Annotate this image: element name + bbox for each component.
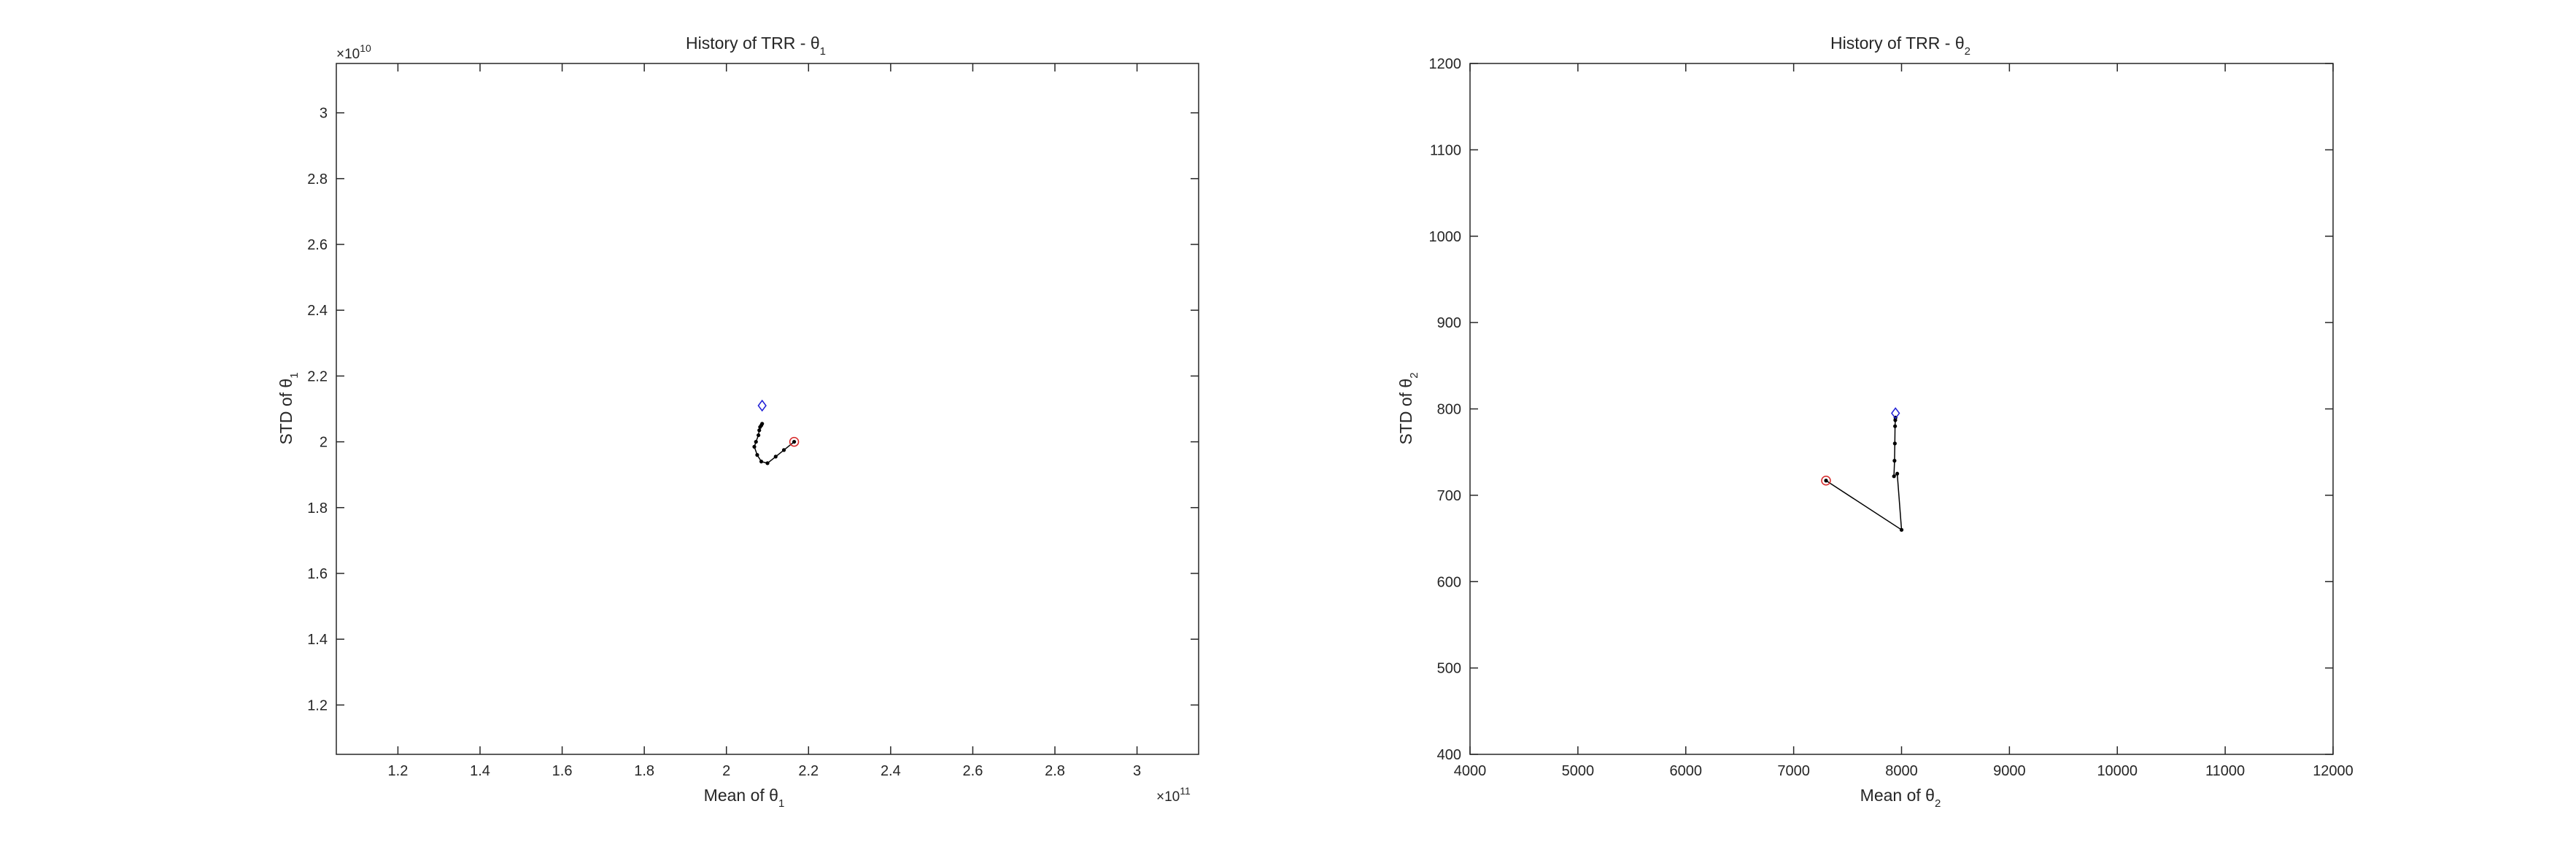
y-tick-label: 1200	[1429, 56, 1462, 72]
tick-marks	[1469, 63, 2334, 755]
axes-box	[1469, 63, 2334, 755]
y-multiplier: ×1010	[336, 42, 371, 62]
tick-marks	[336, 63, 1199, 754]
y-tick-label: 2.2	[307, 368, 328, 384]
history-point	[1899, 527, 1904, 532]
x-tick-labels: 4000 5000 6000 7000 8000 9000 10000 11000 12000	[1454, 763, 2353, 779]
x-tick-label: 2.6	[963, 763, 983, 779]
history-point	[759, 460, 764, 464]
history-point	[1892, 458, 1897, 463]
history-point	[1895, 471, 1900, 476]
x-tick-label: 2	[722, 763, 730, 779]
history-point	[754, 439, 758, 444]
y-tick-label: 1.4	[307, 632, 328, 648]
start-marker	[1821, 476, 1831, 486]
x-tick-label: 10000	[2097, 763, 2138, 779]
history-point	[757, 433, 761, 438]
history-point	[781, 448, 786, 452]
y-tick-label: 700	[1437, 488, 1461, 504]
y-tick-label: 1.8	[307, 500, 328, 517]
history-point	[757, 428, 762, 433]
history-point	[752, 444, 757, 449]
start-marker-dot	[792, 440, 796, 444]
x-tick-labels: 1.2 1.4 1.6 1.8 2 2.2 2.4 2.6 2.8 3	[388, 763, 1142, 779]
history-point	[1892, 441, 1897, 446]
x-axis-label: Mean of θ2	[1860, 786, 1941, 810]
chart-title: History of TRR - θ1	[686, 34, 826, 58]
x-tick-label: 1.6	[552, 763, 573, 779]
end-marker	[757, 399, 767, 412]
y-tick-label: 1000	[1429, 229, 1462, 245]
history-trace	[1825, 417, 1903, 531]
chart-title: History of TRR - θ2	[1830, 34, 1970, 58]
x-tick-label: 7000	[1777, 763, 1810, 779]
history-point	[773, 455, 778, 459]
x-tick-label: 1.8	[634, 763, 654, 779]
x-tick-label: 1.2	[388, 763, 409, 779]
chart-theta2: History of TRR - θ2 4000 5000 6000 7000 8000…	[1396, 34, 2353, 810]
x-tick-label: 2.4	[881, 763, 901, 779]
y-tick-label: 2.4	[307, 303, 328, 319]
start-marker	[789, 436, 800, 447]
plot-area	[752, 399, 800, 465]
y-tick-label: 400	[1437, 747, 1461, 763]
x-axis-label: Mean of θ1	[704, 786, 785, 810]
x-tick-label: 11000	[2205, 763, 2245, 779]
y-axis-label: STD of θ1	[276, 372, 301, 444]
x-tick-label: 4000	[1454, 763, 1487, 779]
y-tick-label: 1.6	[307, 566, 328, 582]
x-tick-label: 1.4	[470, 763, 490, 779]
x-tick-label: 5000	[1562, 763, 1595, 779]
history-point	[765, 461, 770, 465]
y-tick-labels: 400 500 600 700 800 900 1000 1100 1200	[1429, 56, 1462, 763]
history-point	[755, 453, 759, 457]
start-marker-dot	[1824, 479, 1828, 482]
history-point	[760, 422, 765, 426]
y-tick-label: 1100	[1430, 142, 1461, 158]
y-tick-label: 500	[1437, 661, 1461, 677]
y-tick-label: 2.6	[307, 237, 328, 253]
chart-theta1: History of TRR - θ1 1.2 1.4 1.6 1.8 2 2.2 2.4 2…	[276, 34, 1199, 810]
y-tick-label: 1.2	[307, 697, 328, 713]
x-tick-label: 3	[1133, 763, 1141, 779]
x-tick-label: 9000	[1993, 763, 2026, 779]
x-multiplier: ×1011	[1156, 785, 1191, 805]
y-tick-label: 3	[320, 106, 328, 122]
axes-box	[336, 63, 1199, 755]
x-tick-label: 6000	[1670, 763, 1703, 779]
y-tick-label: 600	[1437, 574, 1461, 590]
y-tick-labels: 1.2 1.4 1.6 1.8 2 2.2 2.4 2.6 2.8 3	[307, 106, 328, 714]
y-axis-label: STD of θ2	[1396, 372, 1420, 444]
y-tick-label: 900	[1437, 315, 1461, 331]
end-marker	[1891, 407, 1900, 419]
x-tick-label: 2.8	[1045, 763, 1065, 779]
y-tick-label: 2	[320, 435, 328, 451]
x-tick-label: 12000	[2313, 763, 2353, 779]
y-tick-label: 800	[1437, 402, 1461, 418]
history-point	[1893, 424, 1898, 428]
plot-area	[1821, 407, 1904, 532]
x-tick-label: 2.2	[798, 763, 819, 779]
y-tick-label: 2.8	[307, 171, 328, 187]
x-tick-label: 8000	[1885, 763, 1918, 779]
history-point	[1892, 474, 1896, 479]
